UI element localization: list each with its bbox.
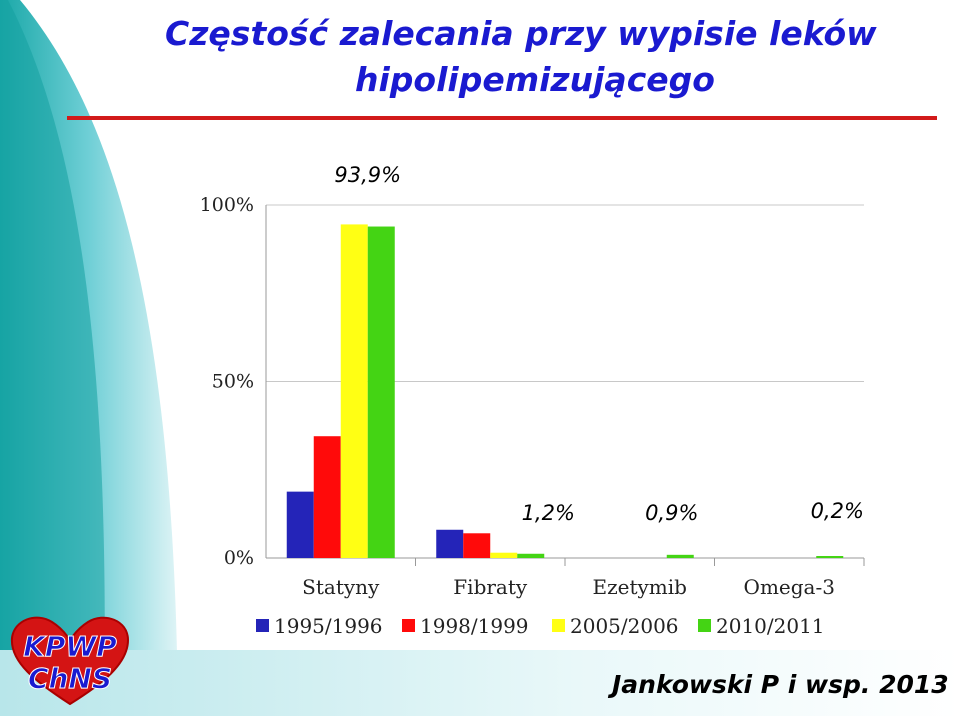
logo-text-line2: ChNS (28, 662, 112, 695)
teal-swoosh-inner (0, 0, 105, 716)
legend-swatch (256, 619, 269, 632)
y-tick-label: 0% (224, 547, 254, 569)
legend-swatch (552, 619, 565, 632)
chart-legend: 1995/1996 1998/1999 2005/2006 2010/2011 (256, 614, 825, 638)
legend-swatch (402, 619, 415, 632)
title-underline (67, 116, 937, 120)
y-axis-ticks: 0% 50% 100% (200, 194, 254, 569)
bottom-band (0, 650, 960, 716)
legend-swatch (698, 619, 711, 632)
chart-annotations: 93,9% 1,2% 0,9% 0,2% (334, 163, 864, 525)
bar-2010-2011-omega-3 (816, 556, 844, 558)
y-tick-label: 50% (212, 371, 254, 393)
bar-2010-2011-ezetymib (666, 554, 694, 558)
category-label: Statyny (302, 575, 380, 599)
y-tick-label: 100% (200, 194, 254, 216)
bar-2010-2011-fibraty (517, 553, 545, 558)
citation-author: Jankowski P i wsp. 2013 (612, 670, 949, 699)
x-axis-categories: Statyny Fibraty Ezetymib Omega-3 (302, 575, 835, 599)
category-label: Fibraty (453, 575, 528, 599)
heart-logo: KPWP ChNS (10, 616, 130, 706)
legend-entry: 2010/2011 (716, 614, 825, 638)
slide-title-line2: hipolipemizującego (355, 60, 715, 99)
legend-entry: 2005/2006 (570, 614, 679, 638)
bar-1998-1999-fibraty (463, 533, 491, 558)
category-label: Ezetymib (593, 575, 687, 599)
bar-1995-1996-statyny (286, 491, 314, 558)
annotation-label: 0,9% (645, 501, 698, 525)
chart-bars (286, 224, 844, 559)
legend-entry: 1998/1999 (420, 614, 529, 638)
bar-2005-2006-statyny (340, 224, 368, 559)
annotation-label: 0,2% (811, 499, 864, 523)
bar-2010-2011-statyny (367, 226, 395, 558)
slide-title-line1: Częstość zalecania przy wypisie leków (165, 14, 877, 53)
bar-1998-1999-statyny (313, 436, 341, 558)
bar-2005-2006-fibraty (490, 552, 518, 558)
annotation-label: 93,9% (334, 163, 401, 187)
bar-1995-1996-fibraty (436, 529, 464, 558)
legend-entry: 1995/1996 (274, 614, 383, 638)
logo-text-line1: KPWP (23, 630, 117, 663)
annotation-label: 1,2% (522, 501, 575, 525)
heart-icon (10, 616, 130, 706)
category-label: Omega-3 (744, 575, 835, 599)
